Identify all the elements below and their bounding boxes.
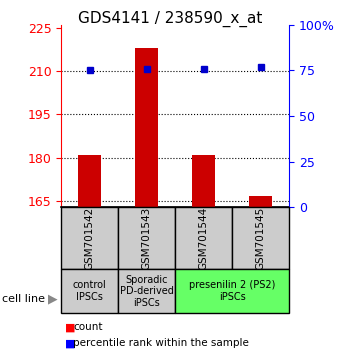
Bar <box>175 207 232 269</box>
Bar <box>118 207 175 269</box>
Text: GSM701542: GSM701542 <box>85 206 95 270</box>
Bar <box>249 195 272 207</box>
Bar <box>61 269 118 313</box>
Bar <box>118 269 175 313</box>
Bar <box>135 48 158 207</box>
Text: Sporadic
PD-derived
iPSCs: Sporadic PD-derived iPSCs <box>120 275 173 308</box>
Bar <box>175 269 289 313</box>
Text: GSM701545: GSM701545 <box>256 206 266 270</box>
Text: ■: ■ <box>65 322 75 332</box>
Text: GSM701544: GSM701544 <box>199 206 208 270</box>
Bar <box>192 155 215 207</box>
Bar <box>61 207 118 269</box>
Text: count: count <box>73 322 103 332</box>
Text: GDS4141 / 238590_x_at: GDS4141 / 238590_x_at <box>78 11 262 27</box>
Text: ▶: ▶ <box>48 293 57 306</box>
Text: cell line: cell line <box>2 294 45 304</box>
Bar <box>232 207 289 269</box>
Text: presenilin 2 (PS2)
iPSCs: presenilin 2 (PS2) iPSCs <box>189 280 275 302</box>
Text: ■: ■ <box>65 338 75 348</box>
Text: percentile rank within the sample: percentile rank within the sample <box>73 338 249 348</box>
Text: control
IPSCs: control IPSCs <box>73 280 106 302</box>
Text: GSM701543: GSM701543 <box>142 206 152 270</box>
Bar <box>78 155 101 207</box>
